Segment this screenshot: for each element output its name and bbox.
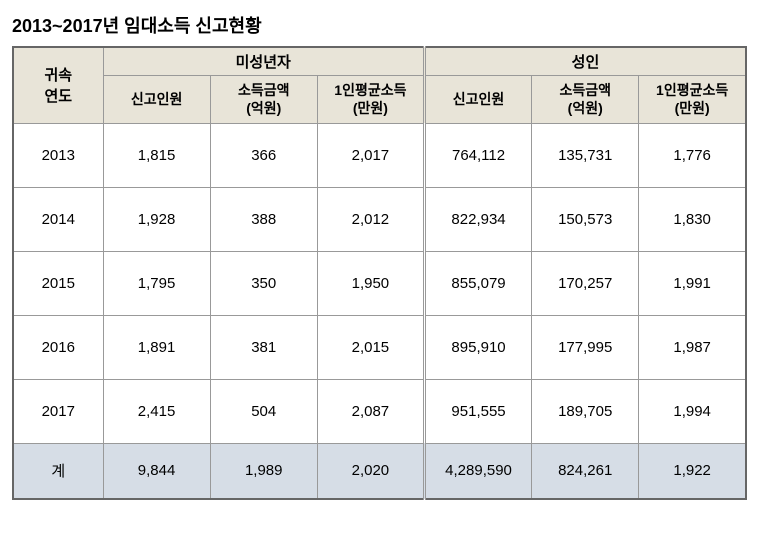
table-total-row: 계 9,844 1,989 2,020 4,289,590 824,261 1,… — [13, 443, 746, 499]
cell-value: 1,950 — [317, 251, 424, 315]
cell-value: 2,020 — [317, 443, 424, 499]
cell-value: 764,112 — [424, 123, 531, 187]
cell-value: 895,910 — [424, 315, 531, 379]
header-group-adult: 성인 — [424, 47, 746, 75]
header-group-minor: 미성년자 — [103, 47, 424, 75]
cell-value: 135,731 — [532, 123, 639, 187]
cell-value: 822,934 — [424, 187, 531, 251]
cell-year: 2016 — [13, 315, 103, 379]
header-adult-amount: 소득금액(억원) — [532, 75, 639, 123]
cell-value: 2,087 — [317, 379, 424, 443]
cell-value: 1,830 — [639, 187, 746, 251]
cell-value: 366 — [210, 123, 317, 187]
cell-value: 1,928 — [103, 187, 210, 251]
header-minor-count: 신고인원 — [103, 75, 210, 123]
cell-value: 170,257 — [532, 251, 639, 315]
cell-year: 2013 — [13, 123, 103, 187]
cell-value: 2,415 — [103, 379, 210, 443]
cell-value: 177,995 — [532, 315, 639, 379]
cell-value: 1,776 — [639, 123, 746, 187]
header-year: 귀속연도 — [13, 47, 103, 123]
cell-year: 2014 — [13, 187, 103, 251]
header-adult-avg: 1인평균소득(만원) — [639, 75, 746, 123]
cell-value: 855,079 — [424, 251, 531, 315]
table-row: 2014 1,928 388 2,012 822,934 150,573 1,8… — [13, 187, 746, 251]
cell-value: 1,989 — [210, 443, 317, 499]
cell-value: 189,705 — [532, 379, 639, 443]
table-row: 2015 1,795 350 1,950 855,079 170,257 1,9… — [13, 251, 746, 315]
cell-value: 150,573 — [532, 187, 639, 251]
cell-value: 824,261 — [532, 443, 639, 499]
cell-value: 1,891 — [103, 315, 210, 379]
cell-value: 1,815 — [103, 123, 210, 187]
cell-value: 350 — [210, 251, 317, 315]
table-row: 2017 2,415 504 2,087 951,555 189,705 1,9… — [13, 379, 746, 443]
header-minor-avg: 1인평균소득(만원) — [317, 75, 424, 123]
table-row: 2016 1,891 381 2,015 895,910 177,995 1,9… — [13, 315, 746, 379]
cell-year: 2017 — [13, 379, 103, 443]
cell-value: 2,015 — [317, 315, 424, 379]
cell-total-label: 계 — [13, 443, 103, 499]
table-row: 2013 1,815 366 2,017 764,112 135,731 1,7… — [13, 123, 746, 187]
cell-value: 9,844 — [103, 443, 210, 499]
cell-value: 1,922 — [639, 443, 746, 499]
cell-value: 504 — [210, 379, 317, 443]
cell-value: 1,994 — [639, 379, 746, 443]
cell-value: 381 — [210, 315, 317, 379]
cell-value: 1,991 — [639, 251, 746, 315]
cell-value: 4,289,590 — [424, 443, 531, 499]
cell-value: 2,012 — [317, 187, 424, 251]
table-title: 2013~2017년 임대소득 신고현황 — [12, 12, 747, 38]
rental-income-table: 귀속연도 미성년자 성인 신고인원 소득금액(억원) 1인평균소득(만원) 신고… — [12, 46, 747, 500]
cell-value: 1,987 — [639, 315, 746, 379]
header-adult-count: 신고인원 — [424, 75, 531, 123]
cell-value: 2,017 — [317, 123, 424, 187]
header-minor-amount: 소득금액(억원) — [210, 75, 317, 123]
cell-value: 388 — [210, 187, 317, 251]
cell-value: 1,795 — [103, 251, 210, 315]
cell-value: 951,555 — [424, 379, 531, 443]
cell-year: 2015 — [13, 251, 103, 315]
